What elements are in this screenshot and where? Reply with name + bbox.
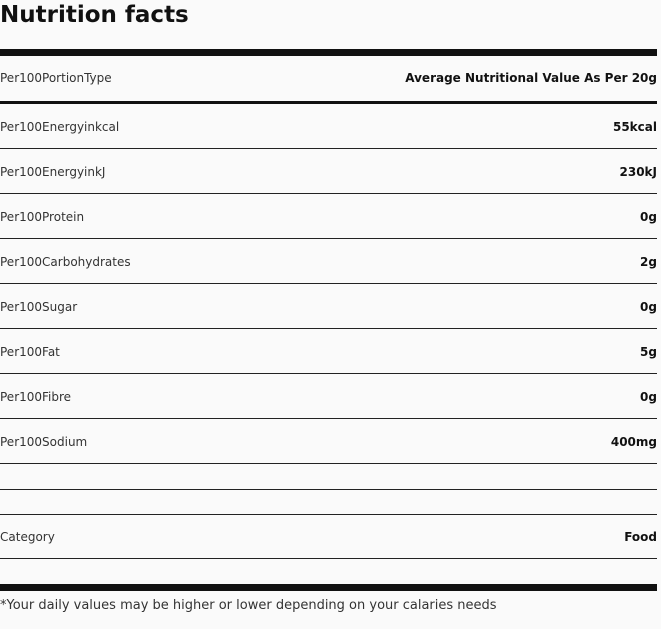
portion-type-value: Average Nutritional Value As Per 20g [405,71,657,85]
table-row: Per100Protein 0g [0,195,657,239]
category-label: Category [0,530,55,544]
bottom-divider [0,584,657,591]
category-row: Category Food [0,515,657,559]
portion-type-label: Per100PortionType [0,71,112,85]
table-row: Per100Carbohydrates 2g [0,240,657,284]
table-row: Per100Fat 5g [0,330,657,374]
nutrient-value: 0g [640,210,657,224]
page-title: Nutrition facts [0,2,189,28]
nutrient-label: Per100Fibre [0,390,72,404]
nutrient-value: 230kJ [619,165,658,179]
nutrient-value: 2g [640,255,657,269]
nutrient-value: 5g [640,345,657,359]
nutrient-label: Per100Energyinkcal [0,120,120,134]
nutrient-label: Per100Fat [0,345,60,359]
nutrient-value: 0g [640,390,657,404]
empty-row [0,490,657,515]
portion-type-row: Per100PortionType Average Nutritional Va… [0,56,657,104]
nutrient-value: 400mg [610,435,657,449]
table-row: Per100EnergyinkJ 230kJ [0,150,657,194]
daily-values-footnote: *Your daily values may be higher or lowe… [0,598,497,613]
empty-row [0,465,657,490]
table-row: Per100Fibre 0g [0,375,657,419]
category-value: Food [624,530,657,544]
nutrient-label: Per100Sugar [0,300,78,314]
nutrient-label: Per100EnergyinkJ [0,165,106,179]
nutrient-value: 0g [640,300,657,314]
nutrient-label: Per100Protein [0,210,85,224]
table-row: Per100Sugar 0g [0,285,657,329]
top-divider [0,49,657,56]
table-row: Per100Sodium 400mg [0,420,657,464]
nutrient-label: Per100Sodium [0,435,88,449]
table-row: Per100Energyinkcal 55kcal [0,105,657,149]
nutrient-label: Per100Carbohydrates [0,255,131,269]
nutrient-value: 55kcal [612,120,657,134]
